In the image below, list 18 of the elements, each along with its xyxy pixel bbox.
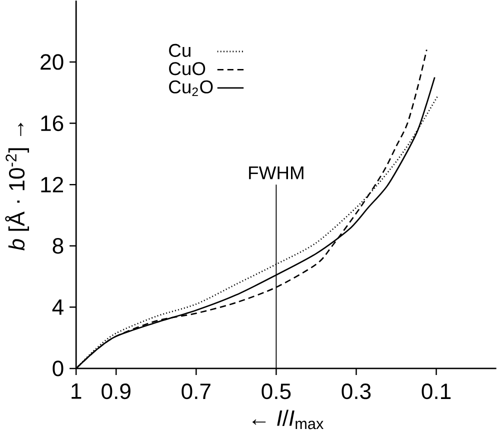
x-axis-title: ← I/I$_{max}$ <box>252 410 324 430</box>
y-tick-label: 8 <box>52 238 64 254</box>
x-tick-label: 0.5 <box>262 383 291 400</box>
y-axis-title: b [Å · 10$^{-2}$] → <box>5 122 30 250</box>
legend-label: CuO <box>169 62 206 76</box>
x-tick-label: 0.3 <box>342 383 371 400</box>
y-tick-label: 0 <box>52 360 64 376</box>
legend-label: Cu <box>169 44 190 57</box>
x-tick-label: 0.9 <box>102 383 130 400</box>
ref-line-label: FWHM <box>249 166 304 179</box>
y-tick-label: 20 <box>40 54 64 70</box>
x-tick-label: 0.7 <box>182 383 210 400</box>
y-tick-label: 4 <box>52 299 64 315</box>
legend-label: Cu$_{2}$O <box>169 80 213 96</box>
x-tick-label: 0.1 <box>422 383 451 400</box>
y-tick-label: 16 <box>41 115 64 131</box>
y-tick-label: 12 <box>41 176 64 192</box>
x-tick-label: 1 <box>72 383 82 399</box>
